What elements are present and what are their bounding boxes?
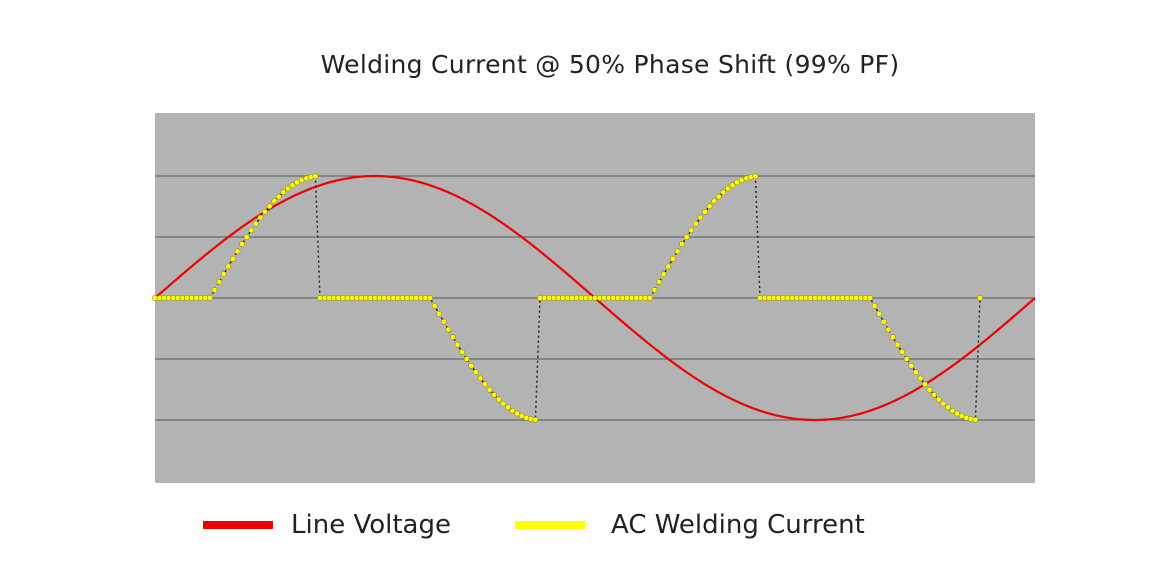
ac-welding-current-point [486,386,493,393]
ac-welding-current-point [972,416,979,423]
ac-welding-current-point [908,362,915,369]
ac-welding-current-point [880,318,887,325]
ac-welding-current-point [527,416,534,422]
ac-welding-current-point [876,311,883,317]
ac-welding-current-point [477,375,484,382]
legend-swatch-line-voltage [203,521,273,529]
ac-welding-current-point [885,326,892,333]
legend-swatch-ac-welding-current [515,521,585,529]
ac-welding-current-point [894,341,901,348]
ac-welding-current-point [867,295,873,301]
ac-welding-current-point [532,416,539,423]
ac-welding-current-point [702,208,708,215]
ac-welding-current-point [890,334,896,341]
ac-welding-current-point [225,263,232,270]
ac-welding-current-point [917,375,924,382]
ac-welding-current-point [459,349,465,355]
ac-welding-current-point [312,173,319,180]
ac-welding-current-point [670,255,676,262]
ac-welding-current-point [940,400,947,407]
ac-welding-current-point [289,182,296,189]
ac-welding-current-point [482,381,488,388]
ac-welding-current-point [271,198,278,205]
ac-welding-current-point [491,391,498,398]
ac-welding-current-point [220,271,227,278]
ac-welding-current-point [427,295,433,301]
ac-welding-current-point [706,203,713,210]
legend-label-ac-welding-current: AC Welding Current [611,510,865,540]
ac-welding-current-point [266,203,273,210]
ac-welding-current-point [500,400,507,407]
ac-welding-current-point [495,396,502,403]
ac-welding-current-point [967,416,974,422]
ac-welding-current-point [436,311,443,317]
ac-welding-current-series [152,173,983,423]
ac-welding-current-point [445,326,452,333]
ac-welding-current-point [747,174,754,180]
ac-welding-current-point [912,369,919,376]
ac-welding-current-point [679,241,685,247]
ac-welding-current-point [715,193,722,200]
ac-welding-current-point [903,356,910,362]
ac-welding-current-point [720,189,727,196]
ac-welding-current-point [954,410,960,417]
ac-welding-current-point [651,287,658,293]
ac-welding-current-point [472,369,479,376]
ac-welding-current-point [665,263,672,270]
ac-welding-current-point [688,227,695,234]
ac-welding-current-point [505,404,511,411]
chart-title: Welding Current @ 50% Phase Shift (99% P… [320,50,900,79]
ac-welding-current-point [899,349,905,355]
ac-welding-current-point [725,185,731,192]
ac-welding-current-point [935,396,942,403]
ac-welding-current-point [468,362,475,369]
ac-welding-current-point [656,279,663,285]
ac-welding-current-point [514,410,520,417]
legend-item-line-voltage: Line Voltage [203,505,451,545]
ac-welding-current-point [431,303,438,309]
ac-welding-current-point [509,407,516,414]
ac-welding-current-point [262,208,268,215]
ac-welding-current-point [463,356,470,362]
ac-welding-current-point [647,295,653,301]
ac-welding-current-point [216,279,223,285]
ac-welding-current-point [440,318,447,325]
ac-welding-current-point [239,241,245,247]
ac-welding-current-point [697,214,704,221]
ac-welding-current-point [248,227,255,234]
ac-welding-current-point [674,248,681,255]
ac-welding-current-point [234,248,241,255]
ac-welding-current-point [931,391,938,398]
ac-welding-current-point [454,341,461,348]
ac-welding-current-point [211,287,218,293]
ac-welding-current-point [752,173,759,180]
ac-welding-current-point [683,234,690,240]
ac-welding-current-point [207,295,213,301]
ac-welding-current-point [734,179,740,186]
ac-welding-current-point [729,182,736,189]
ac-welding-current-point [285,185,291,192]
ac-welding-current-point [977,295,983,301]
ac-welding-current-point [945,404,951,411]
ac-welding-current-point [871,303,878,309]
ac-welding-current-point [711,198,718,205]
ac-welding-current-point [660,271,667,278]
ac-welding-current-point [922,381,928,388]
ac-welding-current-point [230,255,236,262]
ac-welding-current-point [252,220,259,227]
ac-welding-current-point [280,189,287,196]
ac-welding-current-point [450,334,456,341]
ac-welding-current-point [926,386,933,393]
ac-welding-current-point [949,407,956,414]
ac-welding-current-point [257,214,264,221]
ac-welding-current-point [692,220,699,227]
ac-welding-current-point [307,174,314,180]
legend-label-line-voltage: Line Voltage [291,510,451,540]
ac-welding-current-point [275,193,282,200]
ac-welding-current-point [294,179,300,186]
legend-item-ac-welding-current: AC Welding Current [515,505,865,545]
ac-welding-current-point [243,234,250,240]
